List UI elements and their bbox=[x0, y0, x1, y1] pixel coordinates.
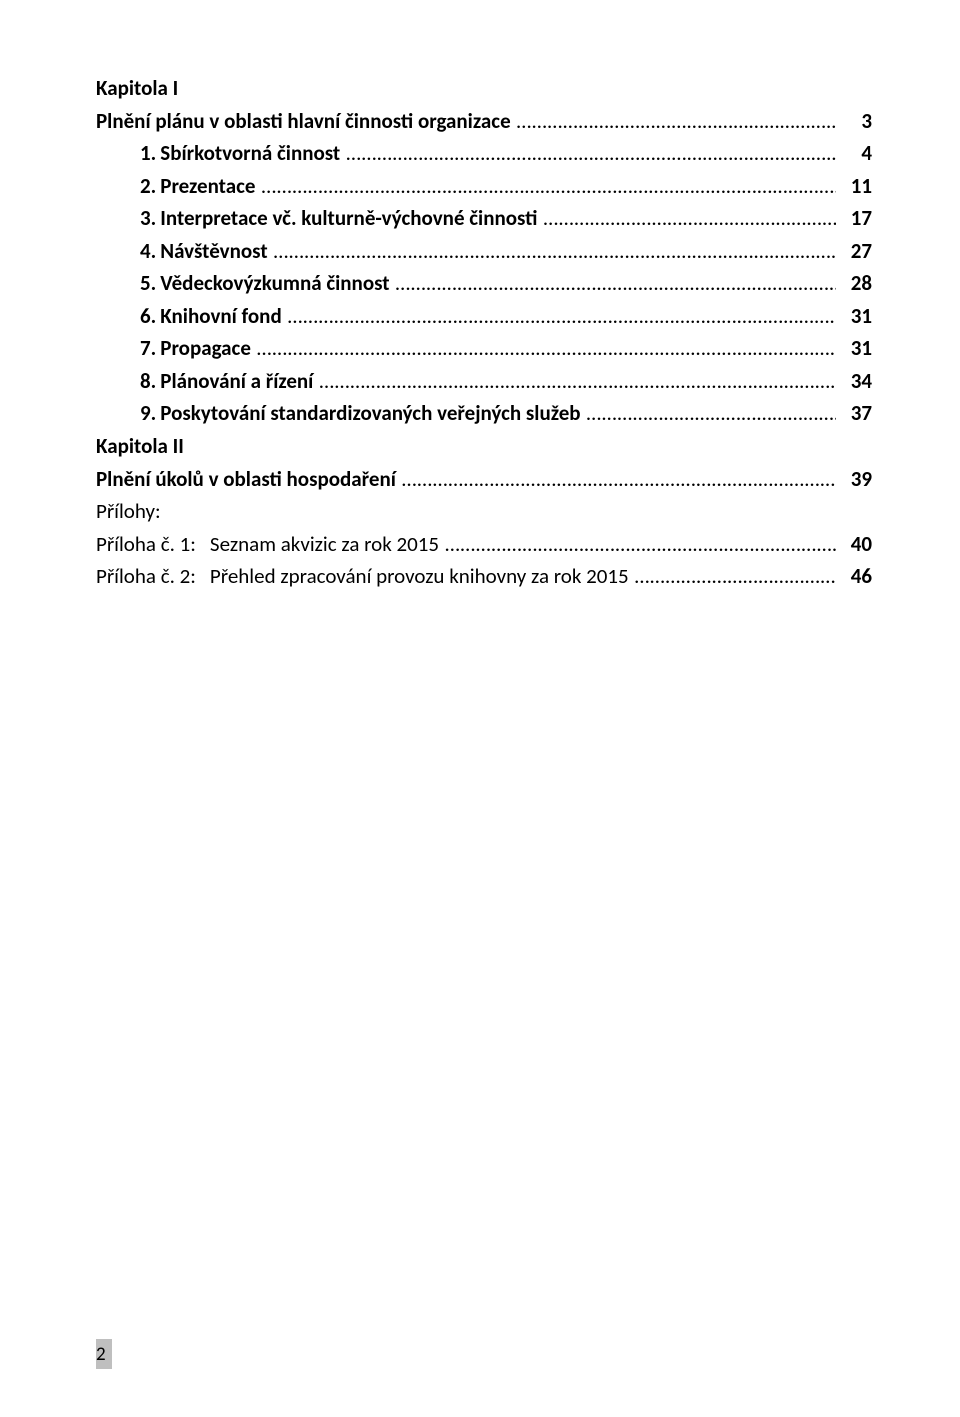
toc-item: 9.Poskytování standardizovaných veřejnýc… bbox=[96, 397, 872, 430]
toc-item-page: 34 bbox=[836, 365, 872, 398]
toc-item-label: Prezentace bbox=[160, 170, 255, 203]
toc-item-number: 9. bbox=[140, 397, 160, 430]
leader-dots bbox=[511, 105, 836, 138]
toc-item: 2.Prezentace 11 bbox=[96, 170, 872, 203]
chapter2-subtitle-page: 39 bbox=[836, 463, 872, 496]
leader-dots bbox=[439, 528, 836, 561]
leader-dots bbox=[390, 267, 836, 300]
chapter1-items: 1.Sbírkotvorná činnost42.Prezentace113.I… bbox=[96, 137, 872, 430]
attachment-prefix: Příloha č. 1: bbox=[96, 528, 210, 561]
toc-item-page: 11 bbox=[836, 170, 872, 203]
toc-item-label: Návštěvnost bbox=[160, 235, 267, 268]
chapter1-subtitle-page: 3 bbox=[836, 105, 872, 138]
leader-dots bbox=[340, 137, 836, 170]
toc-item-number: 3. bbox=[140, 202, 160, 235]
attachment-item: Příloha č. 2:Přehled zpracování provozu … bbox=[96, 560, 872, 593]
toc-item-label: Sbírkotvorná činnost bbox=[160, 137, 340, 170]
chapter1-title: Kapitola I bbox=[96, 72, 178, 105]
toc-item-number: 2. bbox=[140, 170, 160, 203]
leader-dots bbox=[581, 397, 836, 430]
toc-item-label: Knihovní fond bbox=[160, 300, 281, 333]
leader-dots bbox=[396, 463, 836, 496]
chapter1-subtitle: Plnění plánu v oblasti hlavní činnosti o… bbox=[96, 105, 511, 138]
chapter1-subtitle-row: Plnění plánu v oblasti hlavní činnosti o… bbox=[96, 105, 872, 138]
toc-item-number: 1. bbox=[140, 137, 160, 170]
toc-item-label: Poskytování standardizovaných veřejných … bbox=[160, 397, 580, 430]
document-page: Kapitola I Plnění plánu v oblasti hlavní… bbox=[0, 0, 960, 1417]
toc-item-label: Propagace bbox=[160, 332, 251, 365]
toc-item-page: 17 bbox=[836, 202, 872, 235]
toc-item-page: 4 bbox=[836, 137, 872, 170]
page-footer: 2 bbox=[96, 1339, 126, 1369]
attachment-label: Přehled zpracování provozu knihovny za r… bbox=[210, 560, 629, 593]
attachment-prefix: Příloha č. 2: bbox=[96, 560, 210, 593]
leader-dots bbox=[282, 300, 836, 333]
toc-item: 6.Knihovní fond 31 bbox=[96, 300, 872, 333]
toc-item: 8.Plánování a řízení 34 bbox=[96, 365, 872, 398]
attachments-header: Přílohy: bbox=[96, 495, 872, 528]
leader-dots bbox=[255, 170, 836, 203]
chapter2-title: Kapitola II bbox=[96, 430, 184, 463]
toc-item-page: 31 bbox=[836, 300, 872, 333]
toc-item-number: 6. bbox=[140, 300, 160, 333]
toc-item-number: 8. bbox=[140, 365, 160, 398]
chapter2-subtitle-row: Plnění úkolů v oblasti hospodaření 39 bbox=[96, 463, 872, 496]
leader-dots bbox=[251, 332, 836, 365]
chapter2-subtitle: Plnění úkolů v oblasti hospodaření bbox=[96, 463, 396, 496]
toc-item-label: Interpretace vč. kulturně-výchovné činno… bbox=[160, 202, 537, 235]
toc-item-label: Vědeckovýzkumná činnost bbox=[160, 267, 389, 300]
attachment-label: Seznam akvizic za rok 2015 bbox=[210, 528, 439, 561]
toc-item-page: 28 bbox=[836, 267, 872, 300]
toc-item-number: 7. bbox=[140, 332, 160, 365]
attachment-page: 46 bbox=[836, 560, 872, 593]
toc-item-page: 31 bbox=[836, 332, 872, 365]
toc-item: 3.Interpretace vč. kulturně-výchovné čin… bbox=[96, 202, 872, 235]
toc-item-label: Plánování a řízení bbox=[160, 365, 313, 398]
toc-item: 4.Návštěvnost 27 bbox=[96, 235, 872, 268]
chapter2-title-row: Kapitola II bbox=[96, 430, 872, 463]
page-number: 2 bbox=[96, 1343, 106, 1366]
toc-item-number: 4. bbox=[140, 235, 160, 268]
attachments-items: Příloha č. 1:Seznam akvizic za rok 2015 4… bbox=[96, 528, 872, 593]
toc-item: 1.Sbírkotvorná činnost 4 bbox=[96, 137, 872, 170]
toc-item: 7.Propagace 31 bbox=[96, 332, 872, 365]
leader-dots bbox=[629, 560, 836, 593]
toc-item-page: 37 bbox=[836, 397, 872, 430]
attachment-page: 40 bbox=[836, 528, 872, 561]
toc-item-number: 5. bbox=[140, 267, 160, 300]
chapter1-title-row: Kapitola I bbox=[96, 72, 872, 105]
toc-item: 5.Vědeckovýzkumná činnost 28 bbox=[96, 267, 872, 300]
leader-dots bbox=[537, 202, 836, 235]
toc-item-page: 27 bbox=[836, 235, 872, 268]
leader-dots bbox=[268, 235, 836, 268]
attachment-item: Příloha č. 1:Seznam akvizic za rok 2015 4… bbox=[96, 528, 872, 561]
leader-dots bbox=[313, 365, 836, 398]
